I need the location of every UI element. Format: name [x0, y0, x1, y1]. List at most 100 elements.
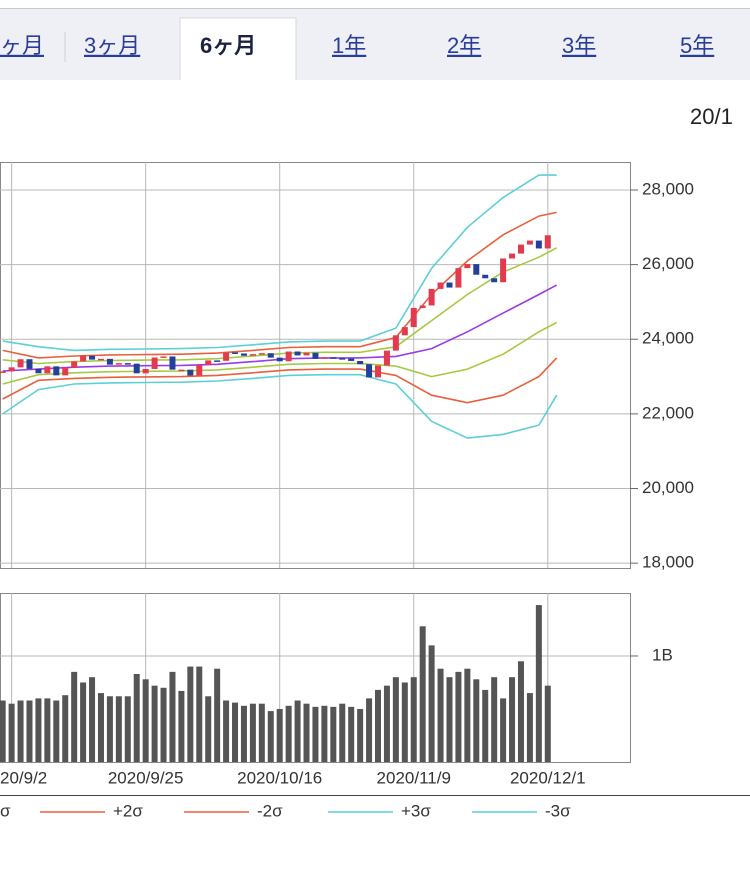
candle	[348, 358, 355, 361]
volume-bar	[89, 677, 96, 762]
band-line	[2, 373, 558, 439]
x-tick-label: 2020/9/25	[108, 768, 184, 787]
volume-bar	[267, 711, 274, 762]
y-tick-label: 28,000	[642, 179, 694, 198]
candle	[410, 307, 417, 328]
volume-bar	[196, 666, 203, 762]
active-tab-box	[179, 17, 297, 80]
volume-bar	[232, 702, 239, 762]
volume-bar	[473, 679, 480, 762]
volume-bar	[151, 685, 158, 762]
volume-bar	[366, 698, 373, 762]
candle	[214, 360, 221, 362]
plot-area	[0, 593, 631, 763]
x-tick-label: 2020/12/1	[510, 768, 586, 787]
candle	[482, 274, 489, 279]
volume-bar	[482, 689, 489, 762]
candle	[106, 358, 113, 365]
candle	[35, 368, 42, 374]
candle	[491, 278, 498, 283]
volume-bar	[80, 682, 87, 762]
candle	[169, 356, 176, 370]
tab[interactable]: ヶ月	[0, 33, 44, 58]
volume-bar	[160, 687, 167, 762]
tab[interactable]: 2年	[447, 33, 481, 58]
volume-bar	[410, 677, 417, 762]
candle	[401, 327, 408, 336]
volume-bar	[401, 682, 408, 762]
volume-bar	[357, 708, 364, 762]
volume-bar	[106, 696, 113, 762]
bands	[0, 174, 558, 439]
candle	[509, 253, 516, 259]
candle	[276, 357, 283, 362]
y-tick-label: 22,000	[642, 403, 694, 422]
y-tick-label: 18,000	[642, 553, 694, 572]
volume-bar	[428, 645, 435, 762]
volume-bar	[419, 626, 426, 762]
candle	[339, 358, 346, 360]
candle	[240, 353, 247, 356]
volume-bar	[214, 668, 221, 762]
tab[interactable]: 3年	[562, 33, 596, 58]
candle	[26, 359, 33, 369]
x-tick-label: 20/9/2	[0, 768, 47, 787]
candle	[357, 360, 364, 365]
band-line	[2, 357, 558, 404]
candle	[223, 352, 230, 361]
volume-bar	[312, 706, 319, 762]
candle	[517, 244, 524, 254]
volume-bar	[375, 689, 381, 762]
date: 20/1	[690, 104, 733, 129]
candle	[133, 363, 140, 374]
candle	[62, 367, 69, 376]
volume-bar	[294, 700, 301, 762]
candle	[455, 268, 462, 288]
candle	[232, 352, 239, 354]
candle	[464, 264, 471, 269]
volume-bar	[62, 695, 69, 762]
volume-bar	[44, 698, 51, 762]
candle	[544, 235, 551, 249]
volume-bar	[178, 690, 185, 762]
candle	[142, 368, 149, 374]
candle	[160, 356, 167, 358]
x-tick-label: 2020/10/16	[237, 768, 322, 787]
volume-bar	[276, 708, 283, 762]
candle	[285, 351, 292, 362]
volume-bar	[223, 700, 230, 762]
candle	[71, 361, 78, 368]
volume-bar	[544, 685, 551, 762]
candle	[383, 350, 390, 366]
candle	[196, 364, 203, 376]
volume-bar	[142, 679, 149, 762]
volume-bar	[526, 693, 533, 762]
tab[interactable]: 3ヶ月	[84, 33, 140, 58]
candle	[330, 357, 337, 359]
volume-bar	[187, 666, 194, 762]
tab[interactable]: 5年	[680, 33, 714, 58]
candle	[321, 357, 328, 359]
volume-bar	[455, 671, 462, 762]
tab-bar	[0, 8, 750, 80]
y-tick-label: 20,000	[642, 478, 694, 497]
band-line	[2, 321, 558, 385]
volume-bar	[500, 698, 507, 762]
candle	[473, 264, 480, 275]
legend-label: σ	[0, 801, 11, 820]
tab[interactable]: 1年	[332, 33, 366, 58]
y-tick-label: 24,000	[642, 329, 694, 348]
candle	[151, 357, 158, 369]
y-tick-label: 26,000	[642, 254, 694, 273]
volume-bar	[339, 703, 346, 762]
legend-label: +2σ	[113, 801, 143, 820]
volume-bar	[517, 661, 524, 762]
candle	[249, 354, 256, 356]
volume-bar	[53, 700, 60, 762]
legend-label: +3σ	[401, 801, 431, 820]
candle	[115, 363, 122, 365]
candle	[366, 364, 373, 378]
volume-bar	[491, 677, 498, 762]
volume-bar	[115, 696, 122, 762]
candle	[53, 366, 60, 376]
